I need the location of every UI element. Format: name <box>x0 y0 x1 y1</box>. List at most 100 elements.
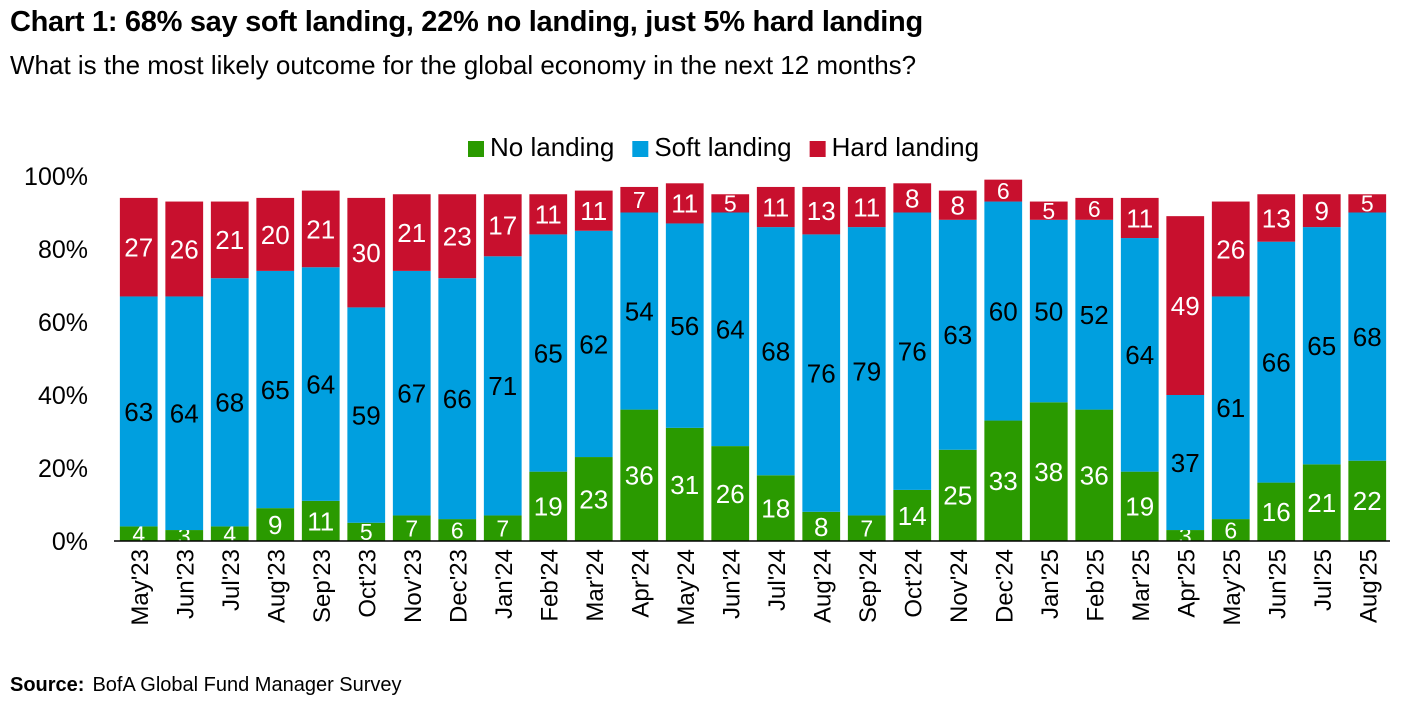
data-label: 56 <box>670 311 699 341</box>
bar-soft-landing <box>1166 395 1205 531</box>
legend-swatch-no-landing <box>468 141 484 157</box>
data-label: 54 <box>625 296 654 326</box>
bar-soft-landing <box>620 212 659 410</box>
bar-no-landing <box>529 471 568 541</box>
stacked-bar-chart: No landing Soft landing Hard landing 0% 20% 4… <box>24 132 1390 626</box>
bar-soft-landing <box>1029 219 1068 403</box>
bar-no-landing <box>210 526 249 541</box>
data-label: 7 <box>633 187 646 213</box>
x-tick-label: Jan'25 <box>1037 549 1064 619</box>
bar-no-landing <box>1075 409 1114 541</box>
bar-hard-landing <box>1075 197 1114 220</box>
data-label: 11 <box>307 506 334 536</box>
bar-hard-landing <box>620 186 659 213</box>
bar-soft-landing <box>347 307 386 523</box>
bar-soft-landing <box>438 278 477 520</box>
data-label: 26 <box>716 479 745 509</box>
data-label: 18 <box>761 494 790 524</box>
data-label: 6 <box>1224 517 1237 543</box>
data-label: 31 <box>670 470 699 500</box>
data-label: 7 <box>496 516 509 542</box>
data-label: 71 <box>488 371 517 401</box>
bar-hard-landing <box>210 201 249 279</box>
data-label: 6 <box>1088 196 1101 222</box>
x-tick-label: Aug'24 <box>809 549 836 623</box>
data-label: 76 <box>898 337 927 367</box>
chart-title: Chart 1: 68% say soft landing, 22% no la… <box>10 6 923 38</box>
bar-no-landing <box>483 515 522 541</box>
legend-label-no-landing: No landing <box>490 132 614 162</box>
data-label: 11 <box>1126 203 1153 233</box>
x-tick-label: Jun'24 <box>718 549 745 619</box>
bar-soft-landing <box>1075 219 1114 410</box>
bar-no-landing <box>938 449 977 541</box>
data-label: 9 <box>268 510 282 540</box>
data-label: 27 <box>124 233 153 263</box>
y-tick-label: 100% <box>24 163 88 191</box>
bar-soft-landing <box>1348 212 1387 461</box>
x-tick-label: Jan'24 <box>491 549 518 619</box>
data-label: 23 <box>443 222 472 252</box>
data-label: 64 <box>170 399 199 429</box>
bar-hard-landing <box>574 190 613 231</box>
bar-hard-landing <box>529 194 568 235</box>
data-label: 17 <box>488 211 517 241</box>
bar-hard-landing <box>256 197 295 271</box>
data-label: 36 <box>1080 461 1109 491</box>
x-tick-label: Sep'24 <box>855 549 882 623</box>
data-label: 5 <box>1361 191 1374 217</box>
y-tick-label: 40% <box>38 382 88 410</box>
data-label: 67 <box>397 379 426 409</box>
bar-soft-landing <box>1120 238 1159 472</box>
bar-no-landing <box>165 530 204 541</box>
bar-hard-landing <box>1029 201 1068 220</box>
source-text: BofA Global Fund Manager Survey <box>92 674 402 696</box>
data-label: 19 <box>1125 492 1154 522</box>
bar-hard-landing <box>165 201 204 297</box>
bar-hard-landing <box>483 194 522 257</box>
bar-no-landing <box>1166 530 1205 541</box>
bar-soft-landing <box>392 270 431 516</box>
legend-label-hard-landing: Hard landing <box>832 132 979 162</box>
data-label: 13 <box>807 196 836 226</box>
bar-no-landing <box>438 519 477 541</box>
x-tick-label: May'25 <box>1219 549 1246 626</box>
data-label: 66 <box>1262 348 1291 378</box>
bar-soft-landing <box>847 227 886 516</box>
x-tick-label: Oct'24 <box>900 549 927 618</box>
x-tick-label: Jun'23 <box>172 549 199 619</box>
data-label: 65 <box>261 375 290 405</box>
bar-hard-landing <box>438 194 477 279</box>
data-label: 65 <box>534 338 563 368</box>
data-label: 79 <box>852 357 881 387</box>
data-label: 7 <box>860 516 873 542</box>
data-label: 64 <box>306 369 335 399</box>
data-label: 20 <box>261 220 290 250</box>
bar-soft-landing <box>756 227 795 476</box>
x-tick-label: Mar'24 <box>582 549 609 622</box>
bar-no-landing <box>1348 460 1387 541</box>
bar-hard-landing <box>711 194 750 213</box>
bar-no-landing <box>893 489 932 541</box>
x-tick-label: Dec'24 <box>991 549 1018 623</box>
x-tick-label: Jun'25 <box>1264 549 1291 619</box>
x-tick-label: Jul'24 <box>764 549 791 611</box>
legend-label-soft-landing: Soft landing <box>654 132 791 162</box>
data-label: 62 <box>579 329 608 359</box>
data-label: 8 <box>951 191 965 221</box>
data-label: 13 <box>1262 203 1291 233</box>
x-tick-label: Jul'25 <box>1310 549 1337 611</box>
x-tick-label: May'23 <box>127 549 154 626</box>
x-tick-label: Nov'24 <box>946 549 973 623</box>
data-label: 59 <box>352 400 381 430</box>
data-label: 16 <box>1262 497 1291 527</box>
data-label: 11 <box>535 200 562 230</box>
data-label: 6 <box>451 517 464 543</box>
data-label: 8 <box>814 512 828 542</box>
data-label: 38 <box>1034 457 1063 487</box>
bar-hard-landing <box>119 197 158 297</box>
x-tick-label: May'24 <box>673 549 700 626</box>
data-label: 6 <box>997 178 1010 204</box>
data-label: 60 <box>989 296 1018 326</box>
data-label: 26 <box>1216 234 1245 264</box>
